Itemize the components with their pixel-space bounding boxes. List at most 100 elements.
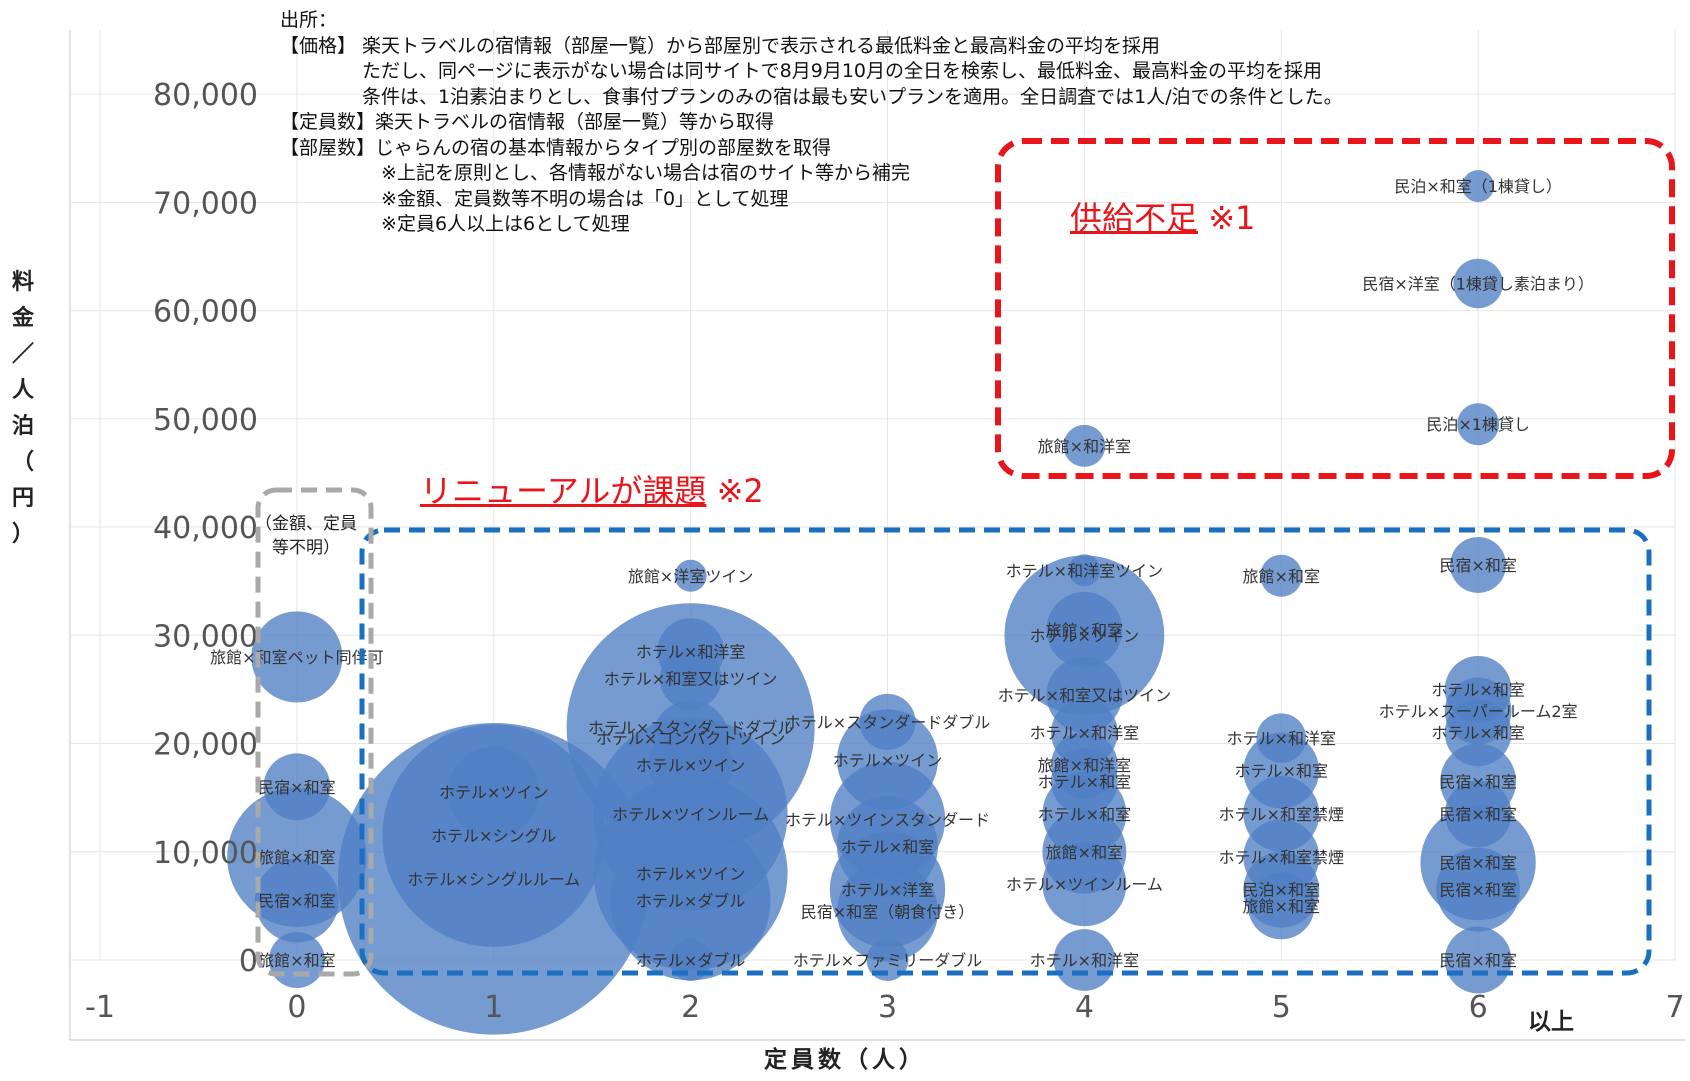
y-tick-label: 20,000	[153, 728, 258, 763]
x-tick-label: 7	[1665, 990, 1684, 1025]
bubble-label: 旅館×和室ペット同伴可	[210, 648, 383, 667]
bubble-label: 旅館×和室	[258, 848, 335, 867]
unknown-label-line: （金額、定員	[255, 514, 357, 534]
renewal-box	[359, 527, 1652, 976]
bubble-point	[1260, 554, 1303, 597]
six-plus-label: 以上	[1528, 1009, 1574, 1035]
bubble-label: 民泊×1棟貸し	[1426, 415, 1530, 434]
y-tick-label: 10,000	[153, 836, 258, 871]
bubble-label: 旅館×和室	[1243, 567, 1320, 586]
x-tick-label: -1	[85, 990, 115, 1025]
bubble-label: ホテル×ダブル	[636, 891, 745, 910]
source-note-line: 出所：	[280, 9, 338, 31]
bubble-point	[866, 939, 909, 981]
bubble-label: ホテル×和室禁煙	[1219, 805, 1344, 824]
bubble-label: 旅館×和洋室	[1038, 437, 1131, 456]
source-note-line: ただし、同ページに表示がない場合は同サイトで8月9月10月の全日を検索し、最低料…	[280, 60, 1323, 82]
bubble-label: ホテル×ファミリーダブル	[793, 951, 982, 970]
unknown-box	[255, 487, 374, 977]
source-note: 出所： 【価格】 楽天トラベルの宿情報（部屋一覧）から部屋別で表示される最低料金と…	[280, 8, 1343, 238]
y-tick-label: 80,000	[153, 78, 258, 113]
bubble-label: ホテル×コンパクトツイン	[596, 729, 785, 748]
bubble-label: ホテル×和洋室	[1227, 729, 1336, 748]
bubble-label: ホテル×和室	[1431, 724, 1524, 743]
bubble-label: ホテル×和室	[841, 837, 934, 856]
y-tick-label: 60,000	[153, 295, 258, 330]
bubble-point	[1444, 926, 1512, 994]
y-tick-label: 30,000	[153, 619, 258, 654]
x-tick-label: 0	[287, 990, 306, 1025]
bubble-label: ホテル×ツイン	[1030, 626, 1139, 645]
bubble-label: ホテル×スタンダードダブル	[588, 718, 793, 737]
bubble-point	[837, 860, 938, 962]
bubble-point	[263, 753, 331, 821]
bubble-label: 民宿×和室（朝食付き）	[801, 902, 974, 921]
bubble-point	[1450, 536, 1507, 593]
bubble-point	[254, 858, 339, 943]
bubble-label: ホテル×和洋室	[1030, 951, 1139, 970]
bubble-label: ホテル×和室	[1038, 805, 1131, 824]
bubble-point	[610, 820, 771, 981]
shortage-note: ※1	[1198, 199, 1256, 237]
bubble-point	[669, 939, 712, 981]
bubble-point	[1462, 170, 1495, 203]
bubble-point	[1247, 872, 1315, 940]
bubble-label: ホテル×和室	[1235, 762, 1328, 781]
y-axis-label: 料金／人泊（円）	[11, 270, 34, 547]
source-note-line: ※上記を原則とし、各情報がない場合は宿のサイト等から補完	[280, 162, 910, 184]
bubble-label: ホテル×洋室	[841, 881, 934, 900]
bubble-point	[837, 709, 938, 811]
bubble-label: 民泊×和室（1棟貸し）	[1394, 177, 1562, 196]
bubble-label: ホテル×和洋室	[636, 643, 745, 662]
shortage-label: 供給不足	[1070, 199, 1199, 237]
bubble-label: ホテル×和洋室ツイン	[1006, 561, 1163, 580]
bubble-label: ホテル×ダブル	[636, 951, 745, 970]
y-tick-label: 40,000	[153, 511, 258, 546]
bubble-label: 旅館×和室	[1243, 897, 1320, 916]
bubble-label: 旅館×洋室ツイン	[628, 567, 753, 586]
bubble-label: ホテル×ツインスタンダード	[785, 810, 990, 829]
bubble-label: 民宿×和室	[1439, 881, 1516, 900]
bubble-point	[1046, 591, 1123, 668]
source-note-line: 【部屋数】じゃらんの宿の基本情報からタイプ別の部屋数を取得	[280, 136, 832, 159]
x-tick-label: 2	[681, 990, 700, 1025]
y-tick-label: 50,000	[153, 403, 258, 438]
bubble-label: 民宿×洋室（1棟貸し素泊まり）	[1362, 275, 1594, 294]
bubble-label: ホテル×スーパールーム2室	[1379, 702, 1578, 721]
shortage-annotation: 供給不足 ※1	[1070, 193, 1255, 239]
bubble-label: ホテル×和室	[1431, 680, 1524, 699]
bubble-point	[674, 559, 707, 592]
source-note-line: 条件は、1泊素泊まりとし、食事付プランのみの宿は最も安いプランを適用。全日調査で…	[280, 85, 1343, 108]
bubble-point	[1042, 842, 1127, 927]
bubble-point	[251, 611, 343, 703]
bubble-point	[859, 693, 916, 750]
unknown-label-line: 等不明）	[272, 538, 340, 558]
x-tick-label: 1	[484, 990, 503, 1025]
bubble-label: ホテル×ツイン	[636, 756, 745, 775]
renewal-annotation: リニューアルが課題 ※2	[420, 466, 764, 512]
bubble-point	[1256, 713, 1307, 763]
bubble-point	[1068, 554, 1101, 587]
x-tick-label: 5	[1272, 990, 1291, 1025]
source-note-line: ※定員6人以上は6として処理	[280, 213, 630, 235]
bubble-point	[1436, 847, 1521, 932]
bubble-label: 民泊×和室	[1243, 881, 1320, 900]
unknown-annotation: （金額、定員 等不明）	[255, 512, 357, 560]
bubble-label: ホテル×和室	[1038, 772, 1131, 791]
bubble-point	[659, 647, 722, 710]
x-tick-label: 3	[878, 990, 897, 1025]
bubble-label: 旅館×和室	[258, 951, 335, 970]
y-tick-label: 70,000	[153, 186, 258, 221]
bubble-layer	[227, 170, 1536, 1035]
bubble-label: 民宿×和室	[258, 891, 335, 910]
bubble-label: ホテル×ツインルーム	[1006, 875, 1163, 894]
x-tick-label: 6	[1469, 990, 1488, 1025]
bubble-point	[652, 700, 729, 777]
bubble-label: 民宿×和室	[1439, 772, 1516, 791]
axis-ticks: -1 0 1 2 3 4 5 6 7 0 10,000 20,000 30,000 40,000 50,00…	[85, 78, 1685, 1025]
bubble-label: 旅館×和室	[1046, 843, 1123, 862]
y-tick-label: 0	[239, 944, 258, 979]
annotation-boxes	[255, 138, 1675, 977]
source-note-line: 【価格】 楽天トラベルの宿情報（部屋一覧）から部屋別で表示される最低料金と最高料…	[280, 34, 1161, 57]
bubble-point	[448, 746, 540, 838]
